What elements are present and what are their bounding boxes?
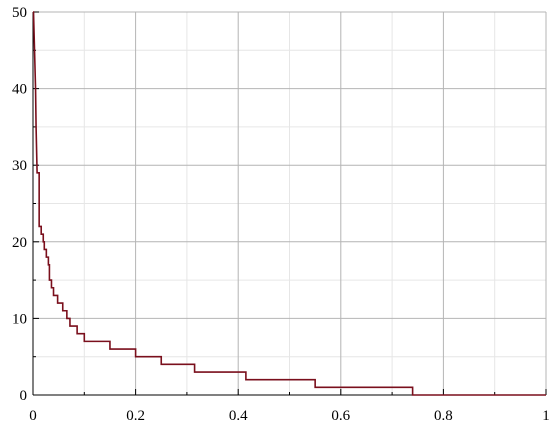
- x-tick-label: 0.8: [434, 408, 453, 424]
- y-tick-label: 50: [12, 5, 27, 21]
- x-tick-label: 1: [542, 408, 549, 424]
- major-grid: [33, 11, 547, 395]
- y-tick-label: 20: [12, 235, 27, 251]
- y-tick-label: 0: [20, 388, 28, 404]
- y-tick-label: 30: [12, 158, 27, 174]
- x-tick-label: 0.2: [126, 408, 145, 424]
- x-tick-label: 0.4: [229, 408, 248, 424]
- series-line: [32, 11, 546, 396]
- x-tick-label: 0.6: [331, 408, 350, 424]
- y-tick-label: 10: [12, 311, 27, 327]
- series: [32, 11, 546, 396]
- minor-grid: [33, 12, 546, 395]
- x-tick-label: 0: [29, 408, 37, 424]
- y-tick-label: 40: [12, 82, 27, 98]
